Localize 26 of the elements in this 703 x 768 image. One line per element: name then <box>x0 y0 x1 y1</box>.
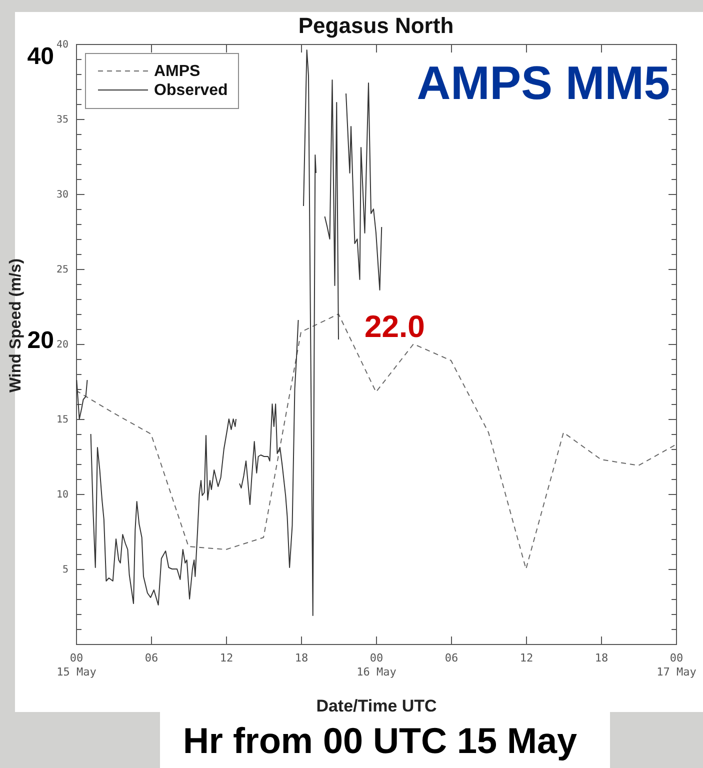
line-series <box>76 314 676 570</box>
y-tick-label: 15 <box>56 414 68 426</box>
y-tick-label: 40 <box>56 40 68 50</box>
text: Hr from 00 UTC 15 May <box>182 720 578 761</box>
x-axis-title: Date/Time UTC <box>316 696 437 716</box>
y-tick-label: 35 <box>56 114 68 126</box>
x-tick-label: 12 <box>220 652 234 664</box>
y-axis-title: Wind Speed (m/s) <box>8 258 24 393</box>
x-tick-label: 18 <box>294 652 308 664</box>
x-tick-label: 00 17 May <box>656 652 697 678</box>
y-tick-label: 20 <box>56 340 68 350</box>
y-tick-label: 30 <box>56 190 68 200</box>
y-tick-label: 10 <box>56 490 68 500</box>
x-tick-label: 06 <box>444 652 458 664</box>
x-tick-label: 00 16 May <box>356 652 397 678</box>
x-tick-label: 12 <box>520 652 534 664</box>
legend-label: AMPS <box>154 63 201 80</box>
y-tick-label: 25 <box>56 264 68 276</box>
annotation: 22.0 <box>364 309 425 344</box>
x-tick-label: 06 <box>144 652 158 664</box>
chart-title: Pegasus North <box>298 13 454 38</box>
annotation: AMPS MM5 <box>416 56 670 109</box>
legend-label: Observed <box>154 82 228 99</box>
y-tick-label: 5 <box>62 564 68 576</box>
x-tick-label: 18 <box>594 652 608 664</box>
x-tick-label: 00 15 May <box>56 652 97 678</box>
